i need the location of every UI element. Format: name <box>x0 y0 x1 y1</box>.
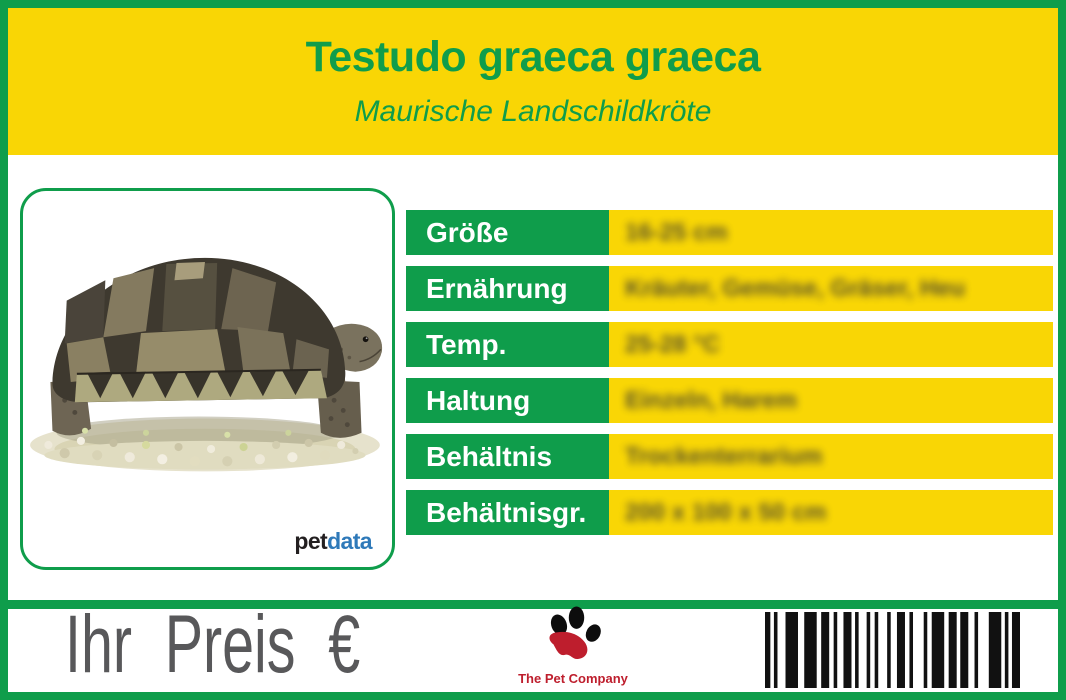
row-label: Behältnisgr. <box>406 490 609 535</box>
petdata-logo-pet: pet <box>294 528 328 554</box>
row-value: 16-25 cm <box>609 210 1053 255</box>
info-table: Größe 16-25 cm Ernährung Kräuter, Gemüse… <box>406 210 1053 546</box>
row-value: 200 x 100 x 50 cm <box>609 490 1053 535</box>
row-value: Kräuter, Gemüse, Gräser, Heu <box>609 266 1053 311</box>
row-label: Temp. <box>406 322 609 367</box>
price-label: Ihr Preis € <box>65 599 361 690</box>
table-row: Größe 16-25 cm <box>406 210 1053 255</box>
divider-bar <box>8 600 1058 609</box>
barcode <box>765 612 1020 688</box>
table-row: Ernährung Kräuter, Gemüse, Gräser, Heu <box>406 266 1053 311</box>
photo-panel: petdata <box>20 188 395 570</box>
row-value-text-blurred: 200 x 100 x 50 cm <box>625 498 827 526</box>
tortoise-eye <box>362 336 369 343</box>
gravel-front <box>44 427 366 470</box>
row-value: Trockenterrarium <box>609 434 1053 479</box>
common-name-subtitle: Maurische Landschildkröte <box>354 95 712 129</box>
row-value: Einzeln, Harem <box>609 378 1053 423</box>
table-row: Behältnis Trockenterrarium <box>406 434 1053 479</box>
paw-icon <box>549 606 601 660</box>
header: Testudo graeca graeca Maurische Landschi… <box>8 8 1058 155</box>
row-value: 25-28 °C <box>609 322 1053 367</box>
tortoise-photo <box>30 257 383 472</box>
row-label: Größe <box>406 210 609 255</box>
row-value-text-blurred: Trockenterrarium <box>625 442 823 470</box>
table-row: Behältnisgr. 200 x 100 x 50 cm <box>406 490 1053 535</box>
petdata-logo: petdata <box>294 530 372 553</box>
species-title: Testudo graeca graeca <box>305 33 761 82</box>
row-value-text-blurred: 16-25 cm <box>625 218 728 246</box>
pet-company-logo: The Pet Company <box>513 606 633 686</box>
row-value-text-blurred: Kräuter, Gemüse, Gräser, Heu <box>625 274 966 302</box>
row-label: Ernährung <box>406 266 609 311</box>
table-row: Temp. 25-28 °C <box>406 322 1053 367</box>
row-value-text-blurred: 25-28 °C <box>625 330 720 358</box>
table-row: Haltung Einzeln, Harem <box>406 378 1053 423</box>
tortoise-shell <box>52 257 346 403</box>
petdata-logo-data: data <box>327 528 373 554</box>
row-label: Haltung <box>406 378 609 423</box>
row-label: Behältnis <box>406 434 609 479</box>
brand-name: The Pet Company <box>518 671 628 686</box>
row-value-text-blurred: Einzeln, Harem <box>625 386 798 414</box>
